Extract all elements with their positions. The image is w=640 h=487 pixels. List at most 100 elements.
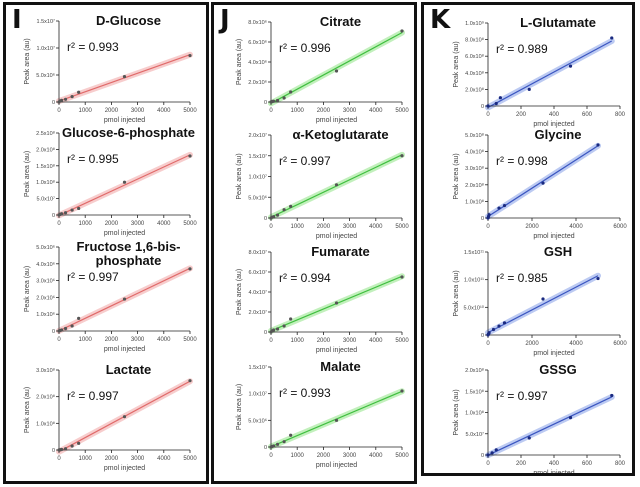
x-tick-label: 6000	[613, 224, 627, 230]
x-tick-label: 3000	[343, 224, 357, 230]
x-tick-label: 3000	[131, 108, 145, 114]
y-tick-label: 0	[264, 445, 267, 451]
panel-label: K	[430, 5, 451, 35]
chart-title-line: phosphate	[96, 253, 162, 268]
data-point	[188, 53, 192, 58]
y-tick-label: 6.0x10⁶	[248, 39, 267, 46]
x-tick-label: 3000	[131, 456, 145, 462]
data-point	[568, 64, 573, 68]
data-point	[70, 324, 74, 328]
data-point	[122, 415, 127, 419]
x-tick-label: 4000	[369, 108, 383, 114]
chart-l-glutamate: 0 2.0x10⁸ 4.0x10⁸ 6.0x10⁸ 8.0x10⁸ 1.0x10⁹ 0 200…	[453, 15, 626, 128]
data-point	[77, 316, 81, 320]
x-axis-label: pmol injected	[316, 117, 357, 124]
r-squared-label: r² = 0.996	[279, 41, 331, 55]
x-tick-label: 0	[57, 337, 61, 343]
data-point	[541, 181, 545, 185]
data-point	[77, 206, 81, 211]
data-point	[497, 324, 501, 328]
data-point	[541, 297, 545, 301]
x-tick-label: 0	[57, 456, 61, 462]
y-tick-label: 6.0x10⁸	[465, 53, 484, 60]
y-tick-label: 5.0x10⁸	[465, 132, 484, 139]
panel-tca-cycle: J 0 2.0x10⁶ 4.0x10⁶ 6.0x10⁶ 8.0x10⁶ 0 1000 2000…	[211, 2, 417, 484]
data-point	[63, 97, 68, 101]
x-tick-label: 800	[615, 461, 626, 467]
y-tick-label: 5.0x10⁶	[248, 417, 267, 424]
data-point	[275, 98, 280, 103]
data-point	[610, 393, 614, 398]
y-tick-label: 0	[52, 329, 55, 335]
chart-title: L-Glutamate	[520, 15, 596, 30]
x-tick-label: 1000	[291, 224, 305, 230]
r-squared-label: r² = 0.998	[496, 154, 548, 168]
chart-malate: 0 5.0x10⁶ 1.0x10⁷ 1.5x10⁷ 0 1000 2000 3000 4000 5…	[236, 359, 409, 469]
y-tick-label: 3.0x10⁸	[465, 165, 484, 172]
y-tick-label: 2.0x10⁷	[248, 132, 267, 139]
chart-title-line: Fructose 1,6-bis-	[76, 239, 180, 254]
data-point	[282, 208, 286, 212]
x-tick-label: 0	[57, 108, 61, 114]
y-tick-label: 3.0x10⁸	[36, 367, 55, 374]
x-tick-label: 4000	[157, 108, 171, 114]
y-tick-label: 1.0x10⁸	[465, 410, 484, 417]
y-tick-label: 5.0x10⁷	[465, 431, 484, 438]
fit-line	[270, 32, 403, 104]
y-tick-label: 1.5x10⁷	[248, 153, 267, 160]
y-tick-label: 4.0x10⁸	[465, 70, 484, 77]
y-tick-label: 1.0x10¹¹	[464, 278, 484, 284]
y-tick-label: 0	[52, 448, 55, 454]
x-tick-label: 0	[57, 221, 61, 227]
y-tick-label: 1.0x10⁹	[465, 20, 484, 27]
chart-title: Citrate	[320, 14, 361, 29]
y-axis-label: Peak area (au)	[236, 269, 243, 315]
x-axis-label: pmol injected	[104, 230, 145, 237]
x-axis-label: pmol injected	[104, 346, 145, 353]
y-axis-label: Peak area (au)	[236, 153, 243, 199]
x-tick-label: 0	[486, 224, 490, 230]
x-tick-label: 0	[269, 224, 273, 230]
chart-gsh: 0 5.0x10¹⁰ 1.0x10¹¹ 1.5x10¹¹ 0 2000 4000 6000 pm…	[453, 244, 627, 357]
x-tick-label: 4000	[157, 456, 171, 462]
x-tick-label: 2000	[105, 108, 119, 114]
x-tick-label: 0	[486, 112, 490, 118]
y-tick-label: 1.0x10⁷	[36, 45, 55, 52]
x-tick-label: 5000	[183, 456, 197, 462]
data-point	[486, 104, 490, 108]
chart-glycine: 0 1.0x10⁸ 2.0x10⁸ 3.0x10⁸ 4.0x10⁸ 5.0x10⁸ 0 200…	[453, 127, 627, 240]
y-axis-label: Peak area (au)	[453, 389, 460, 435]
data-point	[63, 447, 68, 451]
x-tick-label: 400	[549, 112, 560, 118]
chart-lactate: 0 1.0x10⁸ 2.0x10⁸ 3.0x10⁸ 0 1000 2000 3000 4000 5…	[24, 362, 197, 472]
data-point	[60, 447, 64, 452]
x-tick-label: 4000	[369, 453, 383, 459]
chart-title: D-Glucose	[96, 13, 161, 28]
data-point	[70, 95, 74, 99]
data-point	[289, 433, 293, 437]
x-tick-label: 2000	[317, 453, 331, 459]
x-tick-label: 0	[486, 341, 490, 347]
y-tick-label: 1.5x10⁷	[248, 364, 267, 371]
chart-title: Fructose 1,6-bis-phosphate	[76, 239, 180, 268]
x-axis-label: pmol injected	[316, 347, 357, 354]
x-tick-label: 4000	[369, 338, 383, 344]
y-axis-label: Peak area (au)	[236, 39, 243, 85]
data-point	[497, 206, 501, 210]
x-tick-label: 1000	[291, 108, 305, 114]
data-point	[490, 451, 494, 455]
data-point	[334, 69, 339, 73]
data-point	[60, 98, 64, 102]
data-point	[122, 297, 127, 301]
y-tick-label: 0	[52, 100, 55, 106]
x-tick-label: 2000	[317, 224, 331, 230]
y-tick-label: 4.0x10⁷	[248, 289, 267, 296]
chart-title: Fumarate	[311, 244, 370, 259]
data-point	[77, 90, 81, 94]
x-tick-label: 4000	[569, 341, 583, 347]
y-tick-label: 0	[481, 216, 484, 222]
fit-line	[487, 145, 599, 218]
y-tick-label: 5.0x10⁶	[36, 244, 55, 251]
x-tick-label: 0	[269, 453, 273, 459]
data-point	[610, 36, 614, 40]
